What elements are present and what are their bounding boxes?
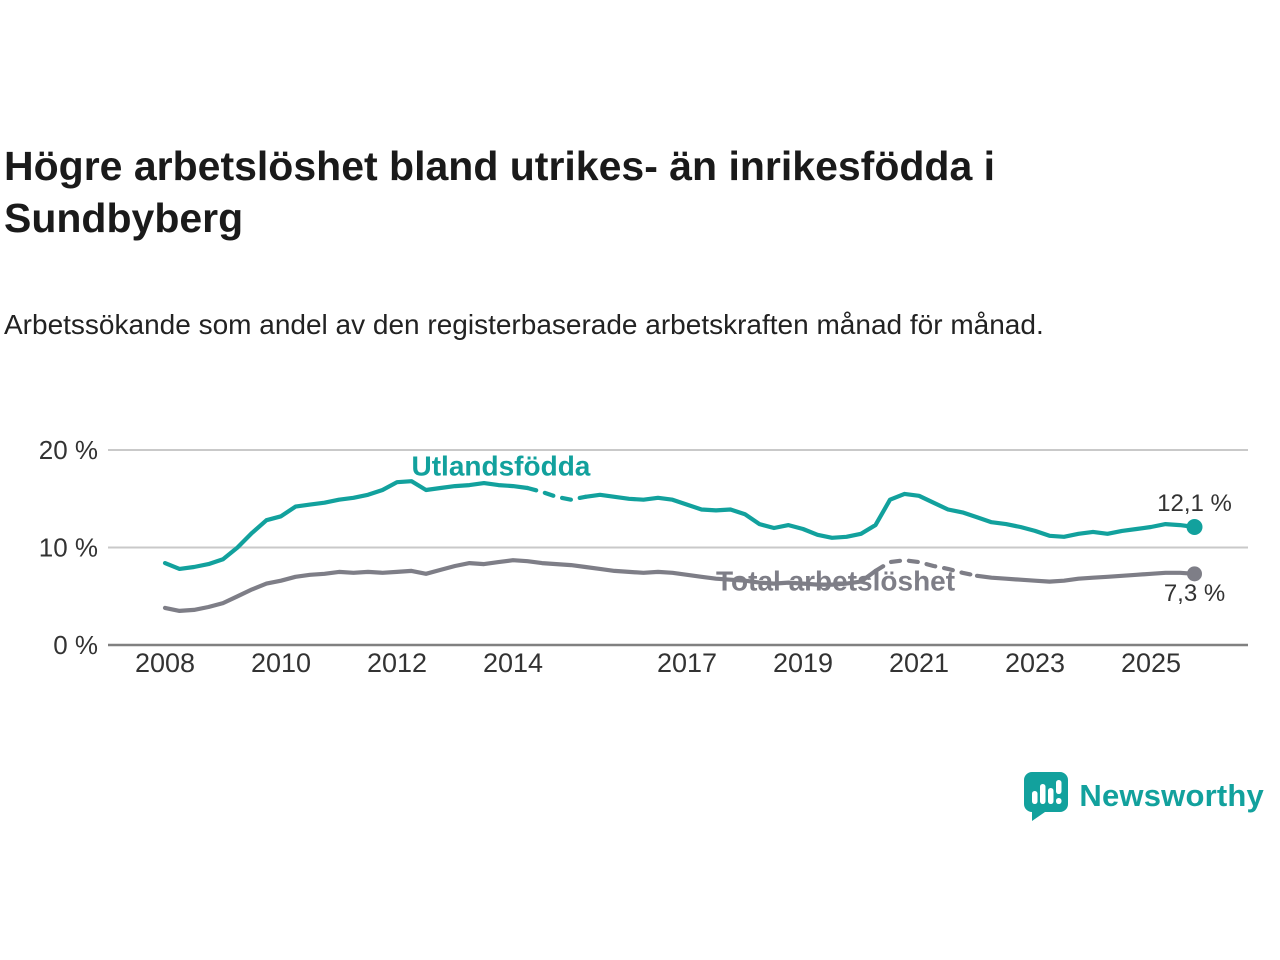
series-line-utlandsfodda [583, 491, 1197, 540]
series-end-dot-utlandsfodda [1186, 519, 1203, 536]
x-tick-label: 2014 [483, 648, 543, 678]
series-end-dot-total [1187, 566, 1202, 582]
series-line-total [974, 570, 1197, 584]
series-line-total [873, 558, 980, 578]
page-subtitle: Arbetssökande som andel av den registerb… [4, 309, 1044, 340]
series-label-total: Total arbetslöshet [716, 565, 955, 596]
x-tick-label: 2023 [1005, 648, 1065, 678]
newsworthy-icon [1024, 771, 1069, 821]
newsworthy-logo: Newsworthy [1024, 771, 1264, 821]
page-title: Högre arbetslöshet bland utrikes- än inr… [4, 143, 996, 242]
series-end-value-utlandsfodda: 12,1 % [1157, 490, 1232, 517]
y-tick-label: 0 % [53, 630, 98, 660]
series-label-utlandsfodda: Utlandsfödda [412, 450, 591, 481]
x-tick-label: 2012 [367, 648, 427, 678]
x-tick-label: 2025 [1121, 648, 1181, 678]
series-line-utlandsfodda [525, 485, 588, 502]
line-chart: 0 % 10 % 20 % 2008 2010 2012 2014 2017 2019 2021 2… [0, 410, 1280, 710]
y-tick-label: 10 % [39, 533, 98, 563]
x-tick-label: 2010 [251, 648, 311, 678]
series-line-total [162, 558, 878, 613]
x-tick-label: 2019 [773, 648, 833, 678]
x-tick-label: 2008 [135, 648, 195, 678]
newsworthy-wordmark: Newsworthy [1079, 778, 1264, 813]
chart-canvas: 0 % 10 % 20 % 2008 2010 2012 2014 2017 2019 2021 2… [39, 435, 1248, 678]
series-line-utlandsfodda [162, 479, 530, 571]
series-end-value-total: 7,3 % [1164, 580, 1225, 607]
x-tick-label: 2021 [889, 648, 949, 678]
y-tick-label: 20 % [39, 435, 98, 465]
x-tick-label: 2017 [657, 648, 717, 678]
